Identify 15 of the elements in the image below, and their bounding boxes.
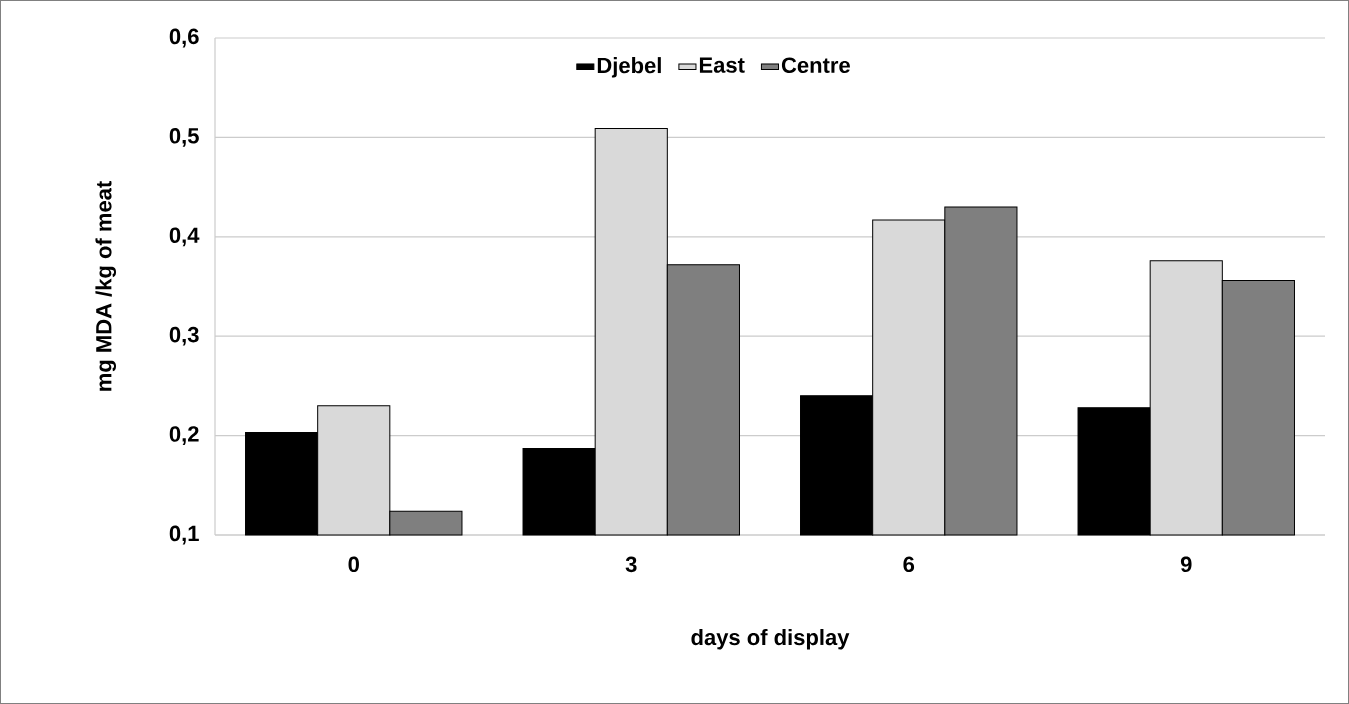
y-tick-label: 0,4	[169, 227, 200, 247]
x-tick-label: 6	[903, 556, 915, 573]
legend-label: East	[699, 57, 745, 73]
legend-label: Centre	[781, 57, 850, 73]
y-tick-label: 0,6	[169, 28, 199, 48]
y-tick-label: 0,1	[169, 525, 199, 545]
y-tick-label: 0,3	[169, 326, 199, 346]
y-tick-label: 0,2	[169, 426, 199, 445]
legend-label: Djebel	[597, 57, 661, 78]
x-axis-title: days of display	[691, 629, 850, 650]
x-tick-label: 3	[625, 556, 637, 573]
y-tick-label: 0,5	[169, 128, 199, 147]
x-tick-label: 0	[348, 556, 359, 573]
x-tick-label: 9	[1180, 556, 1192, 573]
y-axis-title: mg MDA /kg of meat	[95, 181, 117, 391]
